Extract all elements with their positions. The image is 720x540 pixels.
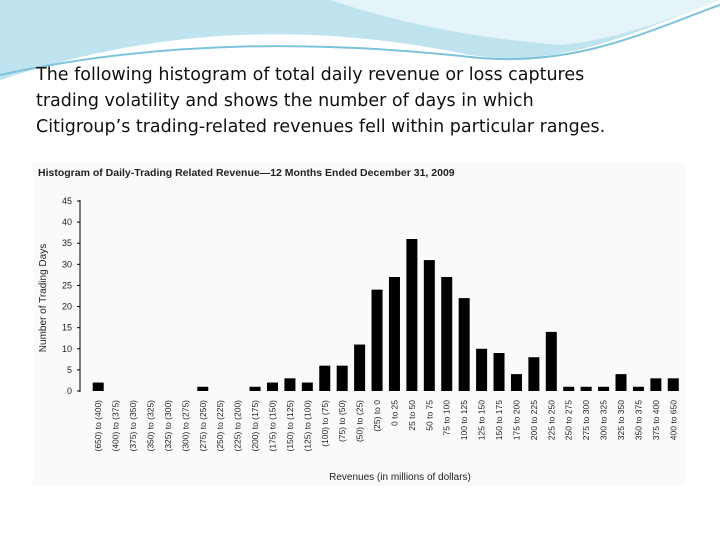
decor xyxy=(330,0,720,45)
bar xyxy=(528,357,540,391)
x-tick-label: (325) to (300) xyxy=(163,400,173,452)
bar xyxy=(197,386,209,391)
x-tick-label: 200 to 225 xyxy=(529,400,539,440)
x-tick-label: (250) to (225) xyxy=(215,400,225,452)
x-tick-label: (400) to (375) xyxy=(111,400,121,452)
x-tick-label: 175 to 200 xyxy=(511,400,521,440)
bar xyxy=(406,239,418,391)
x-tick-label: 275 to 300 xyxy=(581,400,591,440)
x-tick-label: (650) to (400) xyxy=(93,400,103,452)
bar xyxy=(266,382,278,391)
x-tick-label: 100 to 125 xyxy=(459,400,469,440)
x-tick-label: (300) to (275) xyxy=(180,400,190,452)
bar xyxy=(650,378,662,391)
x-tick-label: (50) to (25) xyxy=(355,400,365,442)
x-tick-label: (125) to (100) xyxy=(302,400,312,452)
text-line: trading volatility and shows the number … xyxy=(36,91,534,111)
x-tick-label: (200) to (175) xyxy=(250,400,260,452)
bar xyxy=(458,298,470,391)
bar xyxy=(388,277,400,391)
y-tick-label: 0 xyxy=(67,386,72,396)
bar xyxy=(441,277,453,391)
bar xyxy=(336,365,348,391)
bar xyxy=(249,386,261,391)
x-tick-label: (150) to (125) xyxy=(285,400,295,452)
x-tick-label: 125 to 150 xyxy=(477,400,487,440)
bar xyxy=(493,353,505,391)
y-tick-label: 25 xyxy=(62,280,72,290)
x-tick-label: (375) to (350) xyxy=(128,400,138,452)
x-tick-label: (75) to (50) xyxy=(337,400,347,442)
bar xyxy=(371,289,383,391)
y-tick-label: 15 xyxy=(62,323,72,333)
y-axis-label: Number of Trading Days xyxy=(38,244,49,352)
chart-background xyxy=(33,162,685,486)
chart-title: Histogram of Daily-Trading Related Reven… xyxy=(38,167,455,179)
y-tick-label: 35 xyxy=(62,238,72,248)
bar xyxy=(92,382,104,391)
bar xyxy=(667,378,679,391)
x-tick-label: (275) to (250) xyxy=(198,400,208,452)
bar xyxy=(423,260,435,391)
y-tick-label: 5 xyxy=(67,365,72,375)
x-tick-label: 250 to 275 xyxy=(564,400,574,440)
x-tick-label: 375 to 400 xyxy=(651,400,661,440)
x-tick-label: 150 to 175 xyxy=(494,400,504,440)
bar xyxy=(632,386,644,391)
text-line: The following histogram of total daily r… xyxy=(36,65,585,85)
bar xyxy=(319,365,331,391)
text-line: Citigroup’s trading-related revenues fel… xyxy=(36,117,606,137)
x-tick-label: 225 to 250 xyxy=(546,400,556,440)
y-tick-label: 45 xyxy=(62,196,72,206)
bar xyxy=(563,386,575,391)
decor xyxy=(0,4,720,76)
x-tick-label: 325 to 350 xyxy=(616,400,626,440)
x-tick-label: (25) to 0 xyxy=(372,400,382,432)
bar xyxy=(284,378,296,391)
bar xyxy=(580,386,592,391)
bar xyxy=(615,374,627,391)
slide-text: The following histogram of total daily r… xyxy=(36,62,605,140)
y-tick-label: 40 xyxy=(62,217,72,227)
x-tick-label: 75 to 100 xyxy=(442,400,452,436)
y-tick-label: 20 xyxy=(62,302,72,312)
x-tick-label: 300 to 325 xyxy=(599,400,609,440)
x-axis-label: Revenues (in millions of dollars) xyxy=(329,472,471,483)
bar xyxy=(510,374,522,391)
x-tick-label: 400 to 650 xyxy=(668,400,678,440)
x-tick-label: (350) to (325) xyxy=(145,400,155,452)
y-tick-label: 30 xyxy=(62,259,72,269)
bar xyxy=(476,348,488,391)
x-tick-label: 50 to 75 xyxy=(424,400,434,431)
x-tick-label: 0 to 25 xyxy=(389,400,399,426)
x-tick-label: (225) to (200) xyxy=(233,400,243,452)
bar xyxy=(301,382,313,391)
y-tick-label: 10 xyxy=(62,344,72,354)
bar xyxy=(598,386,610,391)
x-tick-label: (175) to (150) xyxy=(267,400,277,452)
bar xyxy=(545,331,557,391)
bar xyxy=(354,344,366,391)
x-tick-label: 25 to 50 xyxy=(407,400,417,431)
x-tick-label: (100) to (75) xyxy=(320,400,330,447)
x-tick-label: 350 to 375 xyxy=(633,400,643,440)
